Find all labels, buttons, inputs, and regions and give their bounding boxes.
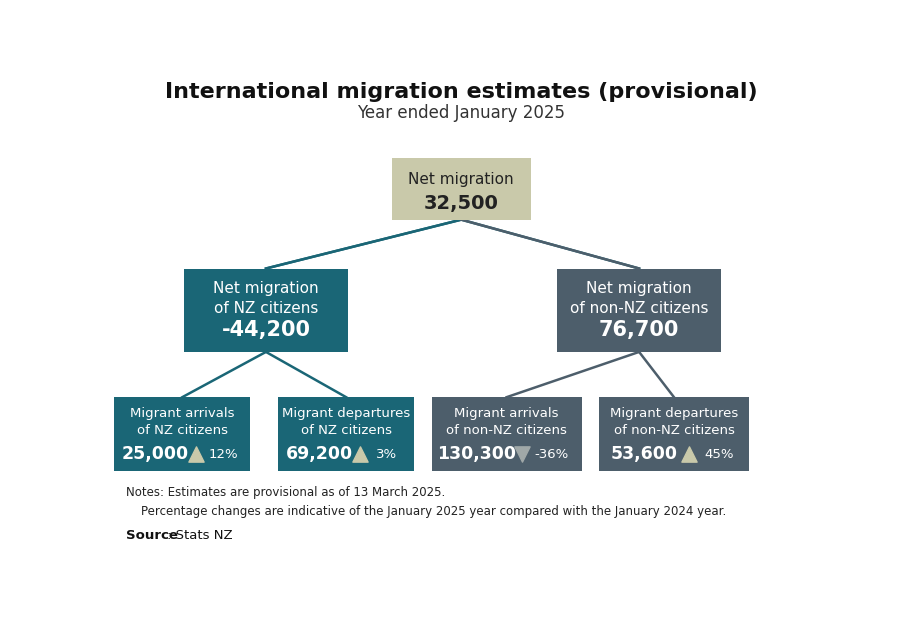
Text: Migrant arrivals
of non-NZ citizens: Migrant arrivals of non-NZ citizens — [446, 407, 567, 436]
FancyBboxPatch shape — [599, 397, 749, 471]
FancyBboxPatch shape — [278, 397, 414, 471]
Text: Source: Source — [126, 529, 178, 542]
Text: 130,300: 130,300 — [437, 445, 516, 463]
Text: -36%: -36% — [535, 448, 569, 461]
Text: 69,200: 69,200 — [285, 445, 353, 463]
FancyBboxPatch shape — [557, 269, 721, 352]
Text: International migration estimates (provisional): International migration estimates (provi… — [165, 82, 758, 102]
Text: 32,500: 32,500 — [424, 194, 499, 213]
Text: 25,000: 25,000 — [122, 445, 189, 463]
Text: Migrant arrivals
of NZ citizens: Migrant arrivals of NZ citizens — [130, 407, 235, 436]
Text: Migrant departures
of NZ citizens: Migrant departures of NZ citizens — [282, 407, 410, 436]
FancyBboxPatch shape — [184, 269, 348, 352]
Text: 45%: 45% — [704, 448, 734, 461]
Text: 53,600: 53,600 — [610, 445, 678, 463]
Text: Migrant departures
of non-NZ citizens: Migrant departures of non-NZ citizens — [610, 407, 738, 436]
FancyBboxPatch shape — [432, 397, 581, 471]
Text: Year ended January 2025: Year ended January 2025 — [357, 105, 565, 123]
FancyBboxPatch shape — [392, 158, 531, 220]
Text: Net migration
of non-NZ citizens: Net migration of non-NZ citizens — [570, 281, 708, 316]
Text: Percentage changes are indicative of the January 2025 year compared with the Jan: Percentage changes are indicative of the… — [126, 505, 726, 518]
Text: : Stats NZ: : Stats NZ — [166, 529, 232, 542]
Text: -44,200: -44,200 — [221, 320, 310, 340]
Text: Net migration: Net migration — [409, 173, 514, 188]
Text: 12%: 12% — [208, 448, 238, 461]
Text: 76,700: 76,700 — [598, 320, 680, 340]
Text: Notes: Estimates are provisional as of 13 March 2025.: Notes: Estimates are provisional as of 1… — [126, 487, 446, 500]
Text: 3%: 3% — [376, 448, 398, 461]
FancyBboxPatch shape — [114, 397, 250, 471]
Text: Net migration
of NZ citizens: Net migration of NZ citizens — [213, 281, 319, 316]
